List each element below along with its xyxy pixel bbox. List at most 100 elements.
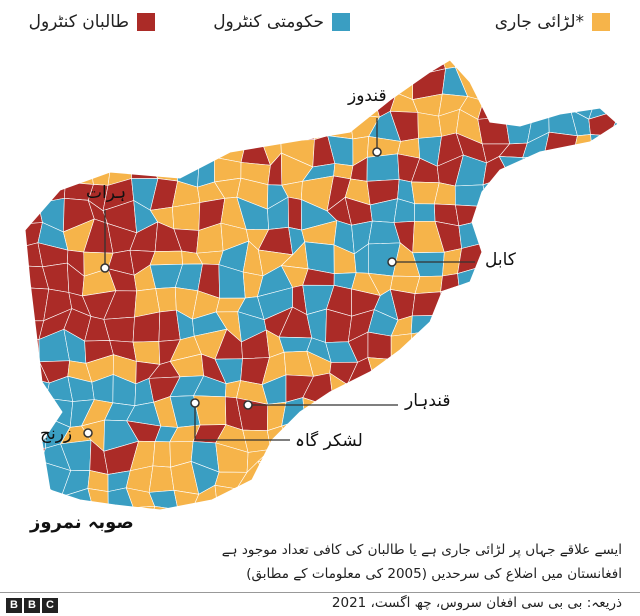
district (0, 248, 18, 266)
district (195, 132, 227, 158)
district (198, 60, 218, 71)
district (568, 373, 600, 403)
district (454, 310, 487, 333)
district (504, 92, 535, 118)
district (414, 275, 443, 295)
district (567, 419, 598, 453)
district (479, 60, 509, 78)
district (280, 114, 315, 142)
district (544, 64, 573, 102)
legend-label: *لڑائی جاری (494, 12, 584, 32)
district (455, 285, 489, 316)
district (570, 504, 602, 510)
district (454, 184, 488, 208)
divider (0, 592, 640, 593)
district (49, 113, 65, 145)
label-kandahar: قندہار (405, 391, 451, 411)
district (616, 207, 618, 233)
district (592, 60, 618, 78)
district (43, 143, 65, 161)
label-nimroz: صوبہ نمروز (30, 512, 134, 533)
district (89, 66, 109, 89)
district (103, 133, 133, 163)
district (87, 488, 109, 510)
district (0, 288, 23, 321)
district (548, 488, 571, 510)
district (566, 444, 598, 469)
district (149, 108, 174, 145)
district (543, 225, 570, 251)
district (132, 311, 161, 343)
district (25, 466, 27, 498)
district (41, 156, 66, 187)
district (521, 220, 553, 253)
district (478, 291, 510, 311)
district (146, 97, 176, 117)
district (566, 266, 597, 289)
district (395, 528, 418, 530)
district (259, 119, 284, 142)
district (300, 60, 333, 72)
district (498, 360, 526, 378)
district (217, 69, 240, 97)
district (390, 351, 416, 376)
district (498, 333, 532, 363)
district (588, 286, 618, 321)
district (454, 377, 492, 407)
district (547, 463, 567, 491)
district (547, 442, 568, 469)
district (570, 398, 601, 423)
district (88, 133, 112, 163)
district (620, 508, 635, 530)
district (477, 424, 513, 443)
district (609, 135, 618, 159)
legend-swatch (592, 13, 610, 31)
district (329, 484, 353, 510)
district (258, 60, 293, 79)
district (501, 513, 534, 530)
logo-letter: B (6, 598, 22, 613)
district (478, 376, 514, 406)
district (350, 465, 377, 491)
district (257, 460, 294, 494)
district (504, 463, 533, 492)
district (322, 70, 352, 96)
district (373, 373, 398, 401)
district (568, 160, 601, 186)
district (417, 514, 443, 530)
district (131, 76, 161, 98)
district (546, 240, 569, 268)
logo-letter: B (24, 598, 40, 613)
district (25, 154, 45, 187)
district (530, 288, 557, 320)
district (266, 425, 293, 450)
district (322, 91, 352, 116)
district (609, 60, 618, 68)
district (279, 69, 304, 92)
district (586, 398, 616, 421)
district (524, 340, 555, 363)
district (25, 60, 44, 78)
logo-letter: C (42, 598, 58, 613)
district (417, 528, 443, 530)
legend-label: طالبان کنٹرول (28, 12, 129, 32)
district (593, 334, 618, 364)
district (257, 87, 284, 123)
district (544, 352, 579, 377)
district (0, 154, 21, 181)
district (131, 92, 151, 117)
district (478, 490, 512, 510)
district (566, 487, 602, 506)
district (595, 505, 618, 510)
district (347, 529, 380, 530)
district (237, 91, 261, 120)
district (25, 204, 27, 225)
district (523, 394, 555, 430)
district (593, 464, 618, 489)
district (590, 134, 611, 167)
district (366, 153, 400, 182)
district (62, 136, 93, 161)
district (106, 75, 138, 94)
district (410, 427, 438, 452)
